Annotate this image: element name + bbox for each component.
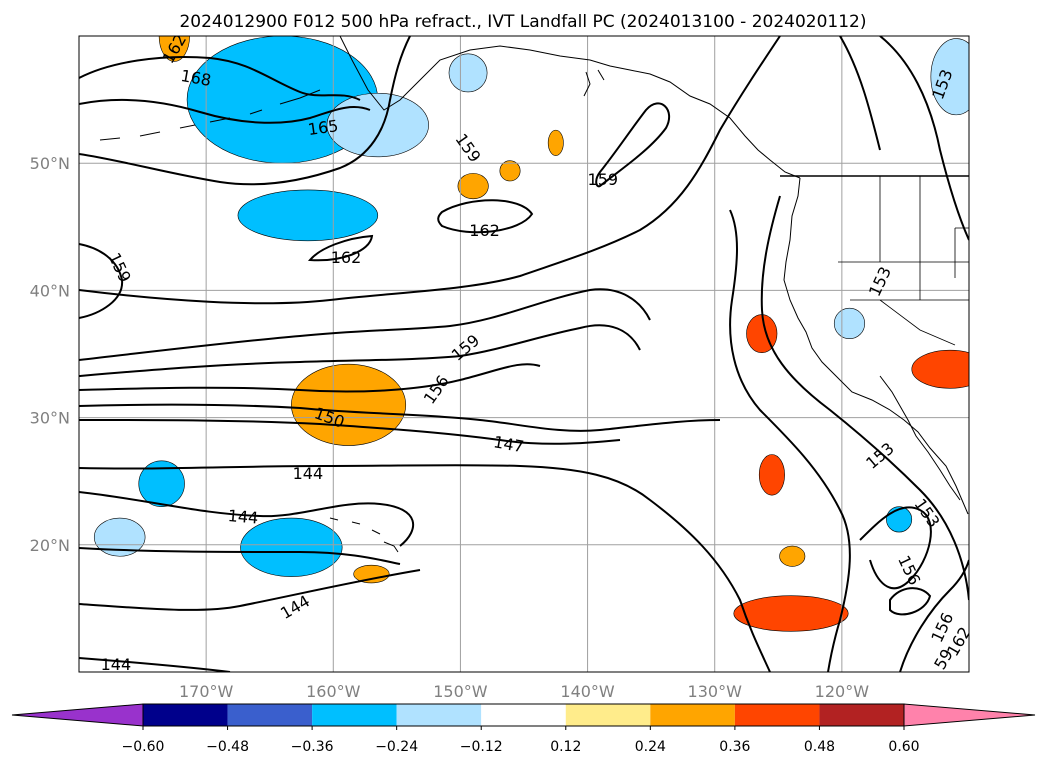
british-columbia-coastline [783, 177, 969, 515]
colorbar-segment [565, 704, 651, 726]
shaded-region-17 [158, 36, 190, 62]
contour-144 [79, 464, 771, 672]
contour-144-b [79, 491, 415, 547]
shaded-region-15 [733, 595, 849, 632]
latitude-tick-label: 30°N [30, 409, 70, 428]
shaded-region-22 [779, 545, 806, 567]
contour-label: 162 [331, 248, 362, 267]
colorbar-segment [227, 704, 313, 726]
shaded-region-12 [291, 363, 407, 446]
contour-label: 144 [101, 655, 132, 674]
shaded-region-8 [930, 38, 969, 116]
colorbar-tick-label: 0.36 [719, 739, 750, 755]
contour-159-loop [595, 102, 671, 188]
colorbar-extend-low [11, 703, 144, 727]
colorbar: −0.60 −0.48 −0.36 −0.24 −0.12 0.12 0.24 0.36 0.4… [11, 703, 1036, 755]
contour-label: 144 [293, 464, 324, 483]
contour-label: 165 [307, 116, 340, 139]
longitude-tick-label: 120°W [815, 682, 870, 701]
longitude-tick-label: 140°W [560, 682, 615, 701]
longitude-tick-label: 130°W [688, 682, 743, 701]
shaded-region-16 [911, 349, 969, 389]
contour-144-e [79, 657, 231, 672]
colorbar-segment [396, 704, 482, 726]
contour-162-north [79, 36, 411, 186]
colorbar-tick-label: −0.12 [460, 739, 503, 755]
colorbar-segment [819, 704, 904, 726]
contour-southeast-3 [889, 587, 932, 616]
colorbar-tick-label: −0.48 [206, 739, 249, 755]
colorbar-frame [142, 703, 905, 727]
contour-144-c [79, 547, 401, 565]
latitude-tick-label: 20°N [30, 536, 70, 555]
colorbar-segment [734, 704, 820, 726]
contour-label: 162 [469, 221, 500, 240]
contour-159-north [79, 36, 781, 319]
shaded-region-7 [448, 53, 488, 93]
alaska-coastline [339, 36, 801, 179]
hawaiian-islands [329, 517, 399, 553]
shaded-region-19 [547, 129, 564, 156]
colorbar-tick-label: 0.24 [635, 739, 666, 755]
shaded-region-18 [457, 173, 489, 200]
aleutian-islands [99, 89, 321, 141]
map-frame [78, 35, 970, 673]
colorbar-segment [650, 704, 735, 726]
shaded-region-14 [758, 454, 785, 496]
colorbar-tick-label: 0.48 [804, 739, 835, 755]
contour-156 [79, 288, 651, 361]
contour-label: 144 [227, 506, 259, 528]
pacific-islands [583, 69, 605, 97]
contour-southeast-1 [899, 559, 969, 672]
shaded-region-21 [353, 564, 390, 584]
graticule [79, 36, 969, 672]
colorbar-tick-label: −0.60 [122, 739, 165, 755]
contour-east-1 [879, 36, 969, 241]
shaded-region-6 [240, 517, 343, 577]
coastlines [99, 36, 969, 553]
latitude-tick-label: 50°N [30, 154, 70, 173]
colorbar-tick-label: −0.36 [291, 739, 334, 755]
contour-165 [79, 98, 371, 124]
colorbar-extend-high [903, 703, 1036, 727]
contour-162-pocket [437, 199, 534, 234]
contour-west-coast-1 [729, 209, 851, 672]
contour-147 [79, 403, 721, 432]
contour-168 [79, 55, 361, 101]
shaded-region-10 [886, 506, 913, 533]
shaded-region-20 [499, 160, 521, 182]
refractivity-shading-layer [93, 36, 969, 632]
longitude-tick-label: 150°W [433, 682, 488, 701]
shaded-region-2 [326, 92, 429, 158]
colorbar-segment [312, 704, 397, 726]
colorbar-tick-label: 0.12 [550, 739, 581, 755]
contour-144-d [79, 569, 421, 611]
contour-east-2 [839, 36, 881, 151]
contour-147-b [79, 419, 621, 445]
shaded-region-5 [93, 517, 146, 557]
baja-california [879, 375, 961, 501]
colorbar-tick-label: −0.24 [375, 739, 418, 755]
contour-southeast-2 [859, 506, 932, 590]
map-title: 2024012900 F012 500 hPa refract., IVT La… [179, 12, 866, 32]
western-states-borders [838, 176, 969, 346]
longitude-tick-label: 170°W [179, 682, 234, 701]
longitude-tick-label: 160°W [306, 682, 361, 701]
contour-west-coast-2 [760, 195, 969, 601]
axis-labels: 170°W 160°W 150°W 140°W 130°W 120°W 20°N 30°N 40… [30, 154, 870, 701]
shaded-region-3 [237, 189, 379, 242]
contour-162-west [307, 234, 374, 262]
contour-153 [79, 324, 641, 377]
contour-label: 159 [588, 170, 619, 189]
colorbar-segment [143, 704, 228, 726]
latitude-tick-label: 40°N [30, 281, 70, 300]
shaded-region-4 [138, 460, 185, 507]
height-contours [79, 36, 969, 672]
contour-150 [79, 363, 541, 393]
shaded-region-9 [833, 307, 866, 340]
colorbar-segment [481, 704, 566, 726]
colorbar-tick-label: 0.60 [888, 739, 919, 755]
